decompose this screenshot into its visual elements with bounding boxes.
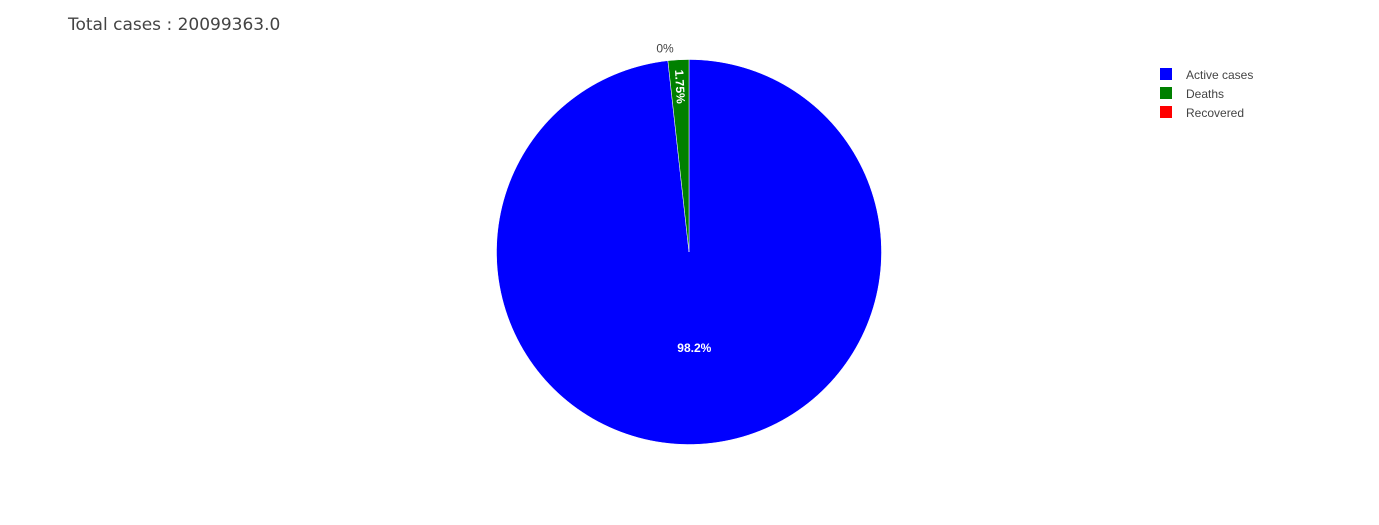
legend-item-recovered[interactable]: Recovered: [1160, 106, 1244, 120]
pie-slices: [496, 59, 882, 445]
legend-swatch-deaths: [1160, 87, 1172, 99]
legend-item-deaths[interactable]: Deaths: [1160, 87, 1224, 101]
slice-label-active-cases: 98.2%: [677, 341, 711, 355]
legend-swatch-recovered: [1160, 106, 1172, 118]
legend-label-active-cases: Active cases: [1186, 68, 1253, 82]
legend-swatch-active-cases: [1160, 68, 1172, 80]
legend-label-deaths: Deaths: [1186, 87, 1224, 101]
legend-label-recovered: Recovered: [1186, 106, 1244, 120]
pie-slice-deaths[interactable]: [667, 59, 690, 253]
chart-title: Total cases : 20099363.0: [67, 15, 280, 35]
slice-label-recovered: 0%: [656, 42, 674, 56]
legend: Active cases Deaths Recovered: [1160, 68, 1253, 120]
pie-slice-labels: 98.2% 1.75% 0%: [656, 42, 711, 356]
slice-label-deaths: 1.75%: [672, 69, 688, 104]
legend-item-active-cases[interactable]: Active cases: [1160, 68, 1253, 82]
